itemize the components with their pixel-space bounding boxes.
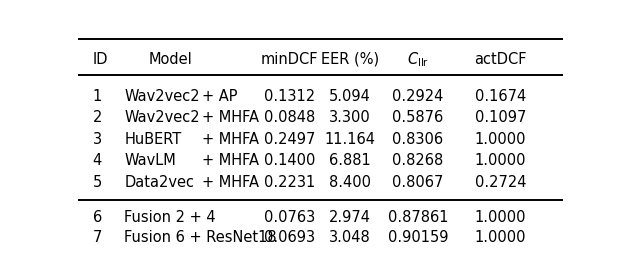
- Text: 0.2724: 0.2724: [475, 175, 526, 190]
- Text: 0.5876: 0.5876: [393, 110, 443, 125]
- Text: 2: 2: [93, 110, 102, 125]
- Text: 0.90159: 0.90159: [387, 230, 448, 245]
- Text: 11.164: 11.164: [324, 132, 376, 147]
- Text: 1.0000: 1.0000: [475, 132, 526, 147]
- Text: 0.1400: 0.1400: [264, 153, 315, 168]
- Text: + AP: + AP: [202, 89, 237, 104]
- Text: EER (%): EER (%): [321, 52, 379, 67]
- Text: 0.1312: 0.1312: [264, 89, 315, 104]
- Text: 1.0000: 1.0000: [475, 211, 526, 225]
- Text: 1.0000: 1.0000: [475, 230, 526, 245]
- Text: Fusion 6 + ResNet18: Fusion 6 + ResNet18: [125, 230, 277, 245]
- Text: ID: ID: [93, 52, 108, 67]
- Text: 3: 3: [93, 132, 102, 147]
- Text: 3.300: 3.300: [329, 110, 371, 125]
- Text: 6.881: 6.881: [329, 153, 371, 168]
- Text: 8.400: 8.400: [329, 175, 371, 190]
- Text: + MHFA: + MHFA: [202, 110, 259, 125]
- Text: 6: 6: [93, 211, 102, 225]
- Text: 0.0693: 0.0693: [264, 230, 315, 245]
- Text: Wav2vec2: Wav2vec2: [125, 89, 200, 104]
- Text: HuBERT: HuBERT: [125, 132, 182, 147]
- Text: 0.8306: 0.8306: [393, 132, 443, 147]
- Text: 0.1674: 0.1674: [475, 89, 526, 104]
- Text: Fusion 2 + 4: Fusion 2 + 4: [125, 211, 216, 225]
- Text: 0.87861: 0.87861: [387, 211, 448, 225]
- Text: + MHFA: + MHFA: [202, 132, 259, 147]
- Text: 1.0000: 1.0000: [475, 153, 526, 168]
- Text: Model: Model: [148, 52, 192, 67]
- Text: 0.2924: 0.2924: [392, 89, 444, 104]
- Text: + MHFA: + MHFA: [202, 153, 259, 168]
- Text: 0.8268: 0.8268: [393, 153, 443, 168]
- Text: 0.0848: 0.0848: [264, 110, 315, 125]
- Text: 5.094: 5.094: [329, 89, 371, 104]
- Text: 2.974: 2.974: [329, 211, 371, 225]
- Text: 3.048: 3.048: [329, 230, 371, 245]
- Text: 0.2497: 0.2497: [264, 132, 315, 147]
- Text: 1: 1: [93, 89, 102, 104]
- Text: Data2vec: Data2vec: [125, 175, 194, 190]
- Text: 0.0763: 0.0763: [264, 211, 315, 225]
- Text: Wav2vec2: Wav2vec2: [125, 110, 200, 125]
- Text: 5: 5: [93, 175, 102, 190]
- Text: $C_{\mathrm{llr}}$: $C_{\mathrm{llr}}$: [407, 50, 429, 69]
- Text: + MHFA: + MHFA: [202, 175, 259, 190]
- Text: minDCF: minDCF: [260, 52, 318, 67]
- Text: 0.2231: 0.2231: [264, 175, 315, 190]
- Text: 4: 4: [93, 153, 102, 168]
- Text: actDCF: actDCF: [474, 52, 526, 67]
- Text: 0.8067: 0.8067: [392, 175, 444, 190]
- Text: 7: 7: [93, 230, 102, 245]
- Text: WavLM: WavLM: [125, 153, 176, 168]
- Text: 0.1097: 0.1097: [475, 110, 526, 125]
